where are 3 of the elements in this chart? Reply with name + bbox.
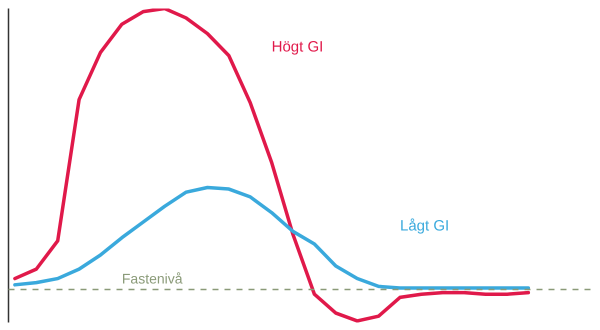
- ref-line-label: Fastenivå: [122, 270, 183, 287]
- text: Högt GI: [272, 38, 324, 56]
- text: Lågt GI: [400, 218, 450, 235]
